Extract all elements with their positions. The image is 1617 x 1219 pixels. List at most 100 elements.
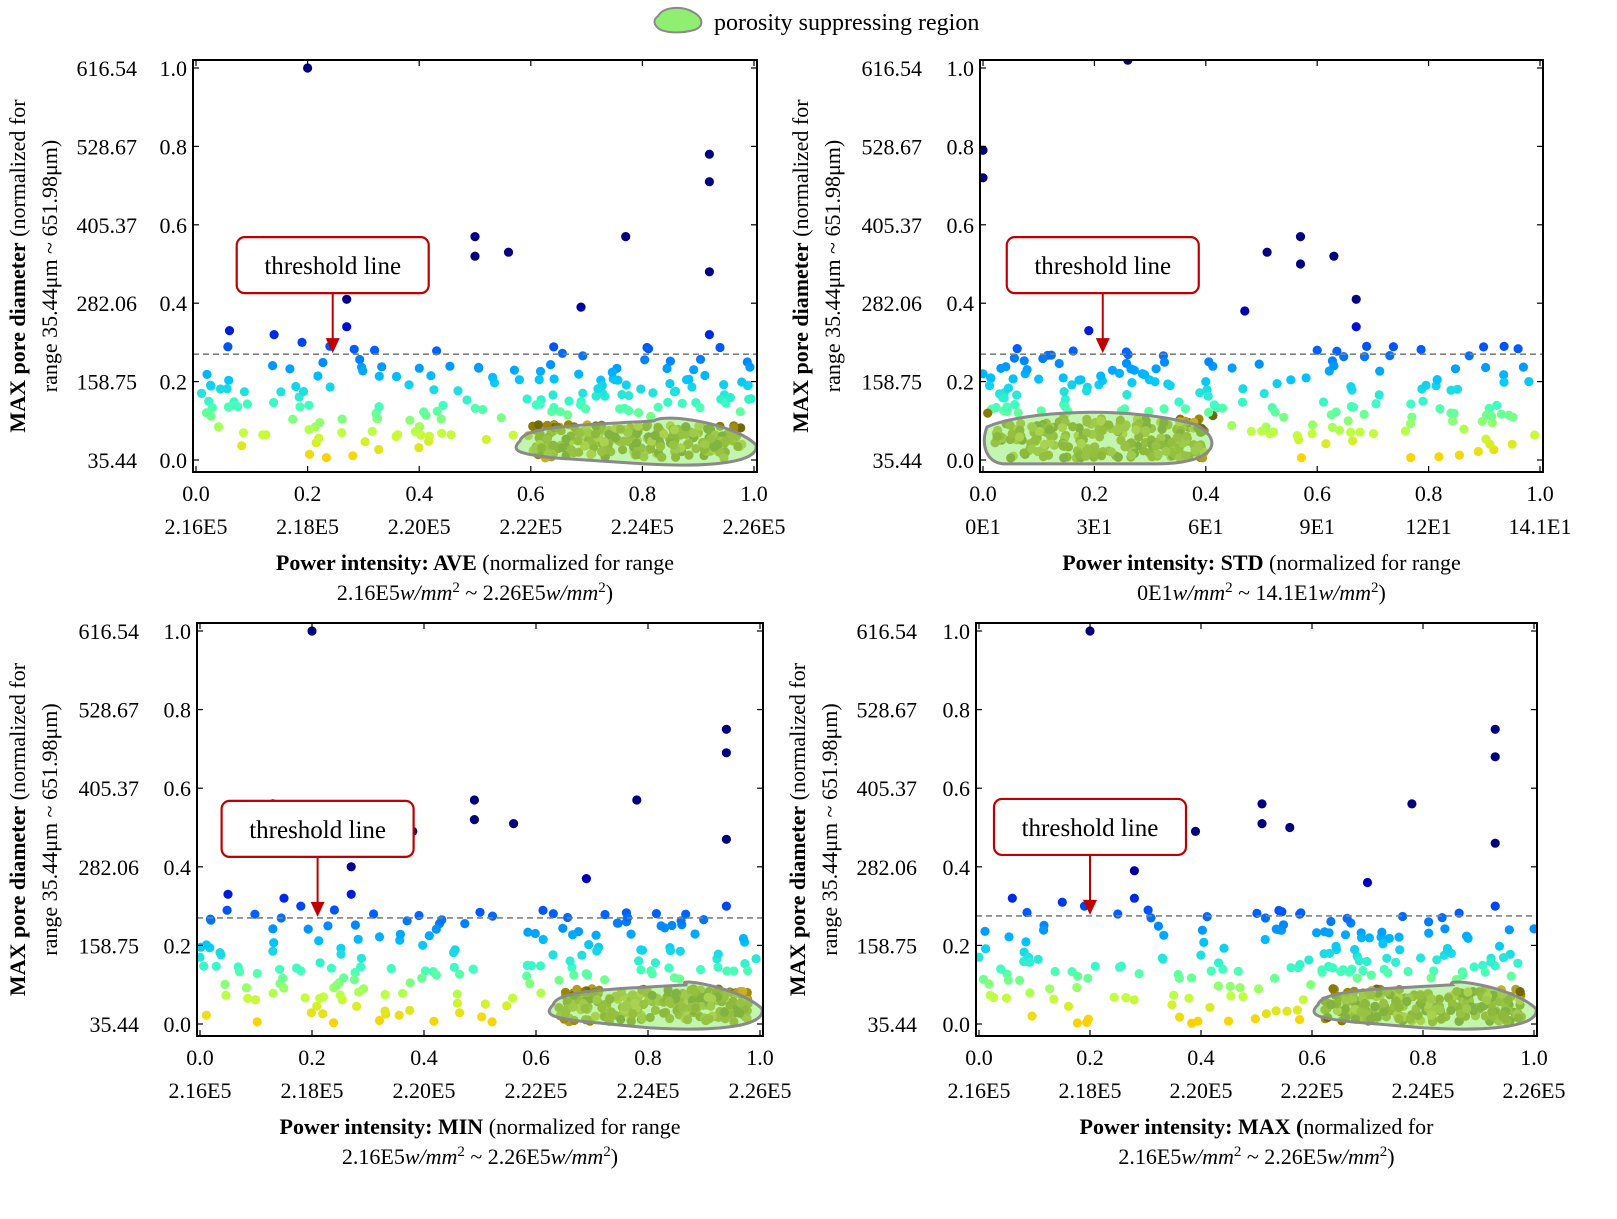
data-point xyxy=(222,905,232,915)
data-point xyxy=(1286,375,1296,385)
data-point xyxy=(634,956,644,966)
data-point xyxy=(325,382,335,392)
data-point xyxy=(315,958,325,968)
data-point xyxy=(1186,973,1197,983)
data-point xyxy=(374,1015,385,1026)
data-point xyxy=(446,430,456,440)
data-point xyxy=(223,889,233,899)
data-point xyxy=(721,901,732,911)
y-tick-label: 0.4 xyxy=(164,855,192,880)
data-point xyxy=(1286,963,1296,973)
data-point xyxy=(420,966,430,976)
data-point xyxy=(323,921,333,931)
data-point xyxy=(1025,988,1035,998)
data-point xyxy=(1238,992,1248,1002)
data-point xyxy=(1157,953,1167,963)
data-point xyxy=(1307,429,1317,439)
data-point xyxy=(985,381,995,391)
data-point xyxy=(1348,402,1359,412)
data-point xyxy=(1022,907,1032,918)
data-point xyxy=(242,399,252,409)
data-point xyxy=(1496,409,1506,419)
data-point xyxy=(558,923,568,933)
data-point xyxy=(1327,422,1337,432)
data-point xyxy=(1060,394,1070,404)
data-point xyxy=(1068,346,1078,356)
data-point xyxy=(1329,251,1339,261)
data-point xyxy=(1292,431,1302,441)
porosity-suppressing-region xyxy=(514,416,758,467)
data-point xyxy=(1416,953,1426,963)
data-point xyxy=(1487,418,1497,428)
data-point xyxy=(721,724,732,734)
data-point xyxy=(1195,388,1205,398)
threshold-callout-label: threshold line xyxy=(1022,815,1159,842)
data-point xyxy=(1197,925,1207,935)
x-axis-title: Power intensity: MIN (normalized for ran… xyxy=(280,1114,681,1139)
porosity-suppressing-region xyxy=(982,410,1214,466)
data-point xyxy=(1167,1000,1177,1010)
x-tick-label: 1.0 xyxy=(740,481,768,506)
data-point xyxy=(1377,927,1387,937)
data-point xyxy=(640,355,650,365)
threshold-callout-label: threshold line xyxy=(264,253,401,280)
y-tick-label: 1.0 xyxy=(164,619,192,644)
data-point xyxy=(1406,399,1416,409)
data-point xyxy=(704,267,715,277)
data-point xyxy=(1134,969,1144,979)
data-point xyxy=(224,326,235,336)
data-point xyxy=(980,369,988,379)
data-point xyxy=(1096,371,1106,381)
data-point xyxy=(224,375,234,385)
data-point xyxy=(353,934,363,944)
data-point xyxy=(437,428,447,438)
data-point xyxy=(1034,374,1044,384)
data-point xyxy=(1437,913,1447,923)
threshold-callout-label: threshold line xyxy=(1034,253,1171,280)
y-tick-label-secondary: 35.44 xyxy=(88,448,138,473)
data-point xyxy=(455,1008,465,1018)
data-point xyxy=(414,363,424,373)
data-point xyxy=(1524,377,1534,387)
x-tick-label-secondary: 2.16E5 xyxy=(165,514,228,539)
plot-frame xyxy=(192,59,758,473)
data-point xyxy=(1209,400,1219,410)
data-point xyxy=(1400,426,1410,436)
data-point xyxy=(1033,954,1043,965)
data-point xyxy=(314,433,324,443)
y-tick-label-secondary: 282.06 xyxy=(862,291,923,316)
x-axis-title: Power intensity: AVE (normalized for ran… xyxy=(276,550,674,575)
y-tick-label: 0.0 xyxy=(164,1012,192,1037)
data-point xyxy=(1129,995,1139,1005)
x-tick-label-secondary: 2.26E5 xyxy=(1503,1078,1566,1103)
data-point xyxy=(1364,933,1374,943)
data-point xyxy=(348,451,358,461)
data-point xyxy=(653,402,663,412)
data-point xyxy=(1227,420,1237,431)
data-point xyxy=(1085,626,1095,636)
data-point xyxy=(1352,973,1362,983)
data-point xyxy=(1424,917,1434,927)
data-point xyxy=(424,436,434,446)
data-point xyxy=(1416,344,1426,355)
data-point xyxy=(1426,973,1436,983)
data-point xyxy=(241,983,252,993)
data-point xyxy=(502,1001,512,1011)
data-point xyxy=(1233,966,1243,976)
data-point xyxy=(737,377,747,387)
data-point xyxy=(205,380,216,390)
data-point xyxy=(1282,1006,1292,1016)
data-point xyxy=(1060,402,1070,412)
y-tick-label-secondary: 158.75 xyxy=(862,370,923,395)
y-tick-label: 1.0 xyxy=(160,56,188,81)
data-point xyxy=(980,926,990,937)
data-point xyxy=(215,384,226,394)
data-point xyxy=(669,387,680,397)
data-point xyxy=(1446,385,1456,395)
data-point xyxy=(1204,407,1214,417)
y-tick-label: 0.6 xyxy=(164,776,192,801)
data-point xyxy=(1238,384,1248,394)
data-point xyxy=(1358,966,1368,976)
data-point xyxy=(469,815,479,825)
data-point xyxy=(391,431,401,442)
